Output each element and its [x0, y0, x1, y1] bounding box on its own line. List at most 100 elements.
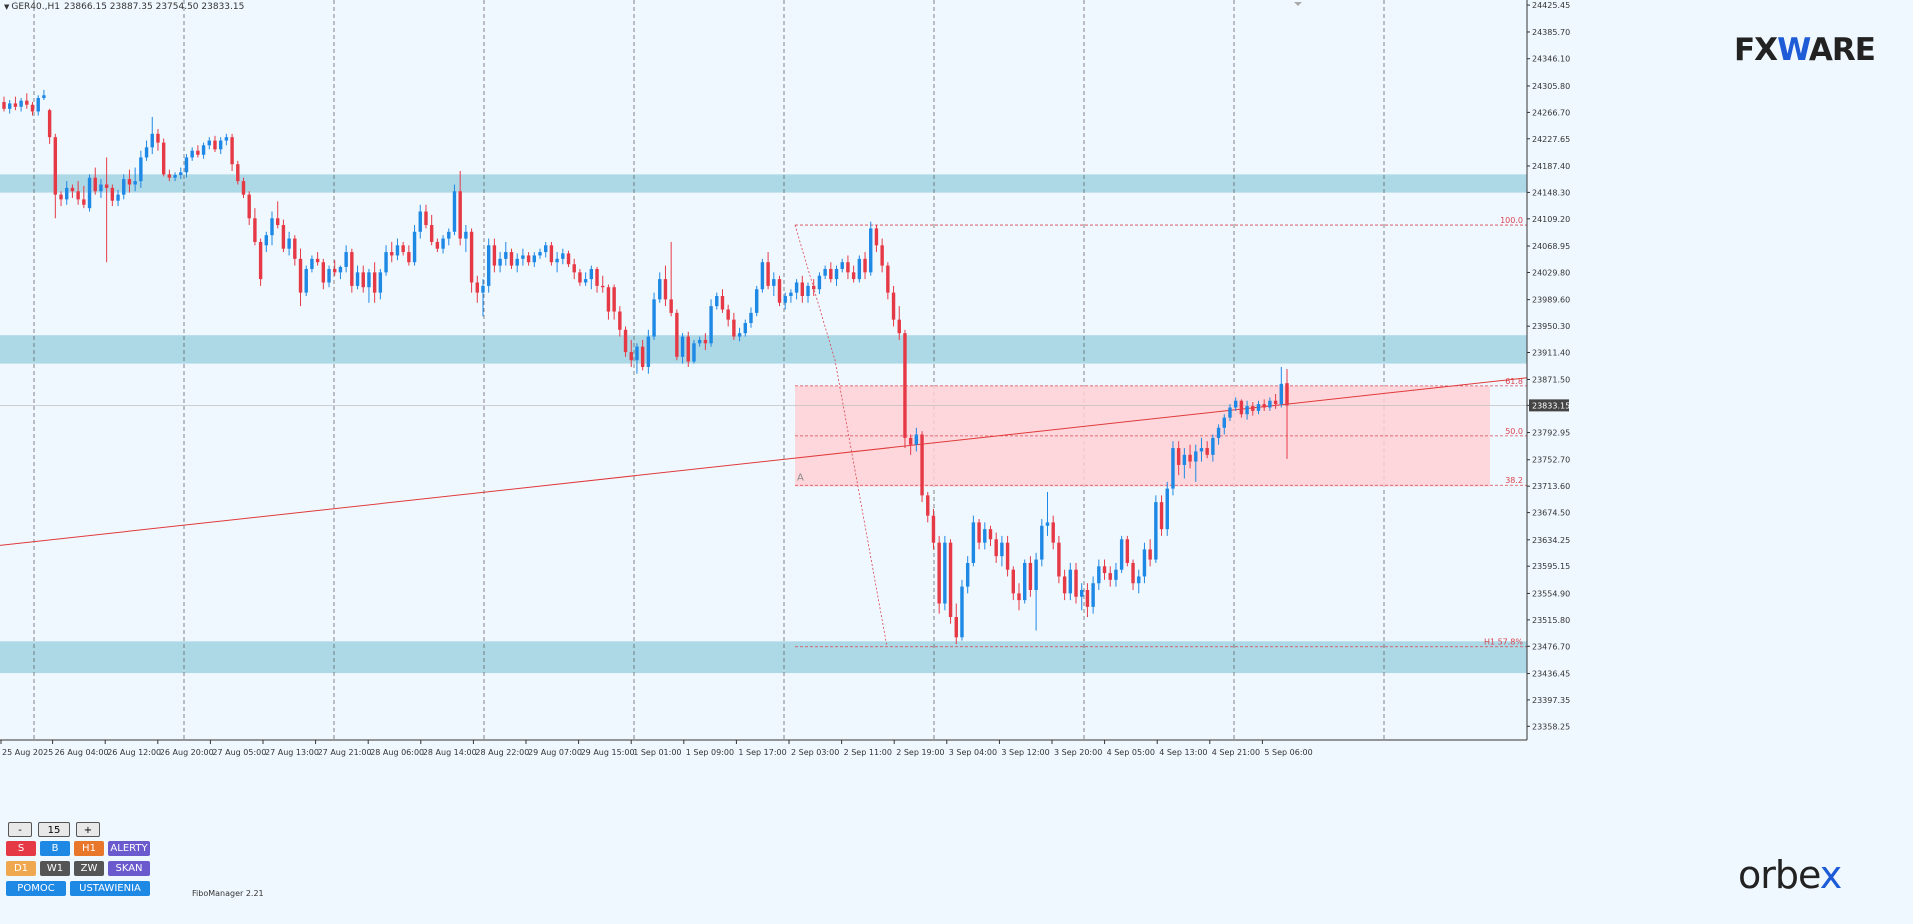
zw-button[interactable]: ZW: [74, 861, 104, 876]
candle-body: [948, 542, 953, 618]
candle-body: [150, 133, 154, 148]
candle-body: [732, 319, 736, 337]
candle: [1239, 399, 1244, 418]
settings-button[interactable]: USTAWIENIA: [70, 881, 150, 896]
candle-body: [606, 287, 611, 312]
candle-body: [230, 137, 234, 165]
candle: [1171, 441, 1175, 496]
price-tick-label: 24187.40: [1532, 162, 1570, 171]
buy-button[interactable]: B: [40, 841, 70, 856]
price-tick-label: 23950.30: [1532, 322, 1570, 331]
h1-button[interactable]: H1: [74, 841, 104, 856]
chart-header: ▼ GER40.,H1 23866.15 23887.35 23754.50 238…: [4, 2, 244, 12]
candle: [1097, 559, 1101, 590]
candle-body: [1097, 566, 1101, 584]
time-tick-label: 2 Sep 03:00: [791, 748, 839, 757]
candle-body: [30, 104, 35, 112]
alerts-button[interactable]: ALERTY: [108, 841, 150, 856]
candle-body: [1268, 400, 1272, 408]
candle: [646, 329, 651, 374]
candle-body: [971, 522, 976, 563]
sell-button[interactable]: S: [6, 841, 36, 856]
candle: [1176, 441, 1181, 476]
help-button[interactable]: POMOC: [6, 881, 66, 896]
candle-body: [931, 515, 936, 543]
w1-button[interactable]: W1: [40, 861, 70, 876]
candle-body: [1251, 406, 1255, 411]
candle: [692, 339, 696, 364]
candle-body: [213, 140, 217, 150]
candle-body: [652, 299, 656, 337]
candle-body: [720, 296, 725, 310]
candle: [983, 522, 987, 550]
candle-body: [179, 172, 183, 176]
candle: [310, 255, 314, 273]
candle: [920, 431, 924, 503]
candle: [1080, 583, 1084, 611]
candle-body: [1228, 407, 1232, 418]
d1-button[interactable]: D1: [6, 861, 36, 876]
candle-body: [1102, 566, 1107, 574]
fxware-logo-fx: FX: [1734, 32, 1778, 68]
candle-body: [886, 265, 890, 293]
candle: [1165, 481, 1169, 536]
candle-body: [544, 245, 548, 253]
candle-body: [344, 252, 348, 267]
time-tick-label: 3 Sep 12:00: [1001, 748, 1049, 757]
candle: [7, 100, 12, 114]
candle: [167, 169, 172, 182]
candle: [1011, 566, 1016, 601]
dropdown-triangle-icon[interactable]: ▼: [4, 3, 10, 11]
candle-body: [1068, 569, 1073, 594]
candle: [532, 252, 537, 267]
candle-body: [133, 181, 137, 185]
candle-body: [384, 252, 388, 273]
price-tick-label: 23476.70: [1532, 642, 1570, 651]
time-tick-label: 29 Aug 15:00: [581, 748, 635, 757]
candle: [635, 343, 639, 374]
candle-body: [561, 253, 565, 259]
candle: [293, 235, 297, 266]
trendline: [0, 377, 1528, 546]
candle: [333, 260, 337, 276]
value-field[interactable]: 15: [38, 822, 70, 837]
candle: [116, 189, 120, 207]
candle-body: [127, 179, 132, 185]
candle-body: [458, 191, 462, 239]
candle: [150, 116, 154, 155]
candle-body: [407, 252, 411, 263]
candle: [161, 138, 166, 177]
candle: [749, 307, 753, 328]
time-tick-label: 27 Aug 13:00: [265, 748, 319, 757]
candle-body: [743, 323, 747, 334]
decrease-button[interactable]: -: [8, 822, 32, 837]
candle-body: [612, 287, 616, 312]
candle-body: [429, 225, 434, 242]
support-resistance-zone: [0, 174, 1527, 193]
candle: [99, 179, 103, 199]
candle-body: [937, 542, 941, 604]
candle: [1000, 535, 1004, 567]
candle-body: [196, 150, 200, 155]
candle-body: [1245, 406, 1249, 415]
current-price-marker: [1529, 399, 1569, 412]
candle-body: [447, 231, 451, 239]
candle-body: [640, 346, 645, 367]
candle: [960, 579, 964, 641]
candle-body: [492, 245, 497, 266]
time-tick-label: 28 Aug 06:00: [370, 748, 424, 757]
price-tick-label: 23634.25: [1532, 536, 1570, 545]
candle-body: [965, 562, 970, 587]
candle-body: [390, 252, 394, 256]
candle: [720, 289, 725, 313]
candle: [595, 266, 599, 293]
candle: [1159, 495, 1164, 536]
candle-body: [1182, 454, 1187, 465]
scan-button[interactable]: SKAN: [108, 861, 150, 876]
candle-body: [481, 285, 485, 293]
price-tick-label: 23436.45: [1532, 669, 1570, 678]
candle: [1228, 404, 1232, 422]
increase-button[interactable]: +: [76, 822, 100, 837]
